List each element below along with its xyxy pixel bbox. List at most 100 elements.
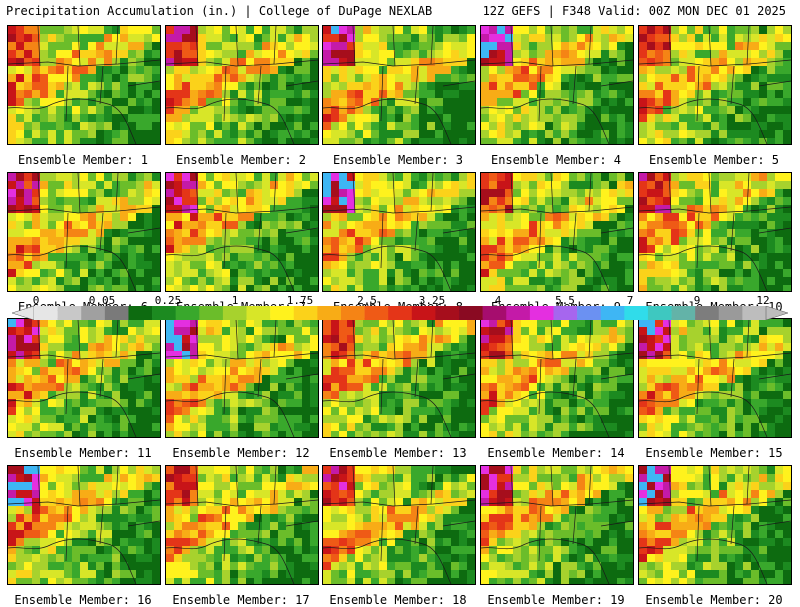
member-map-panel <box>638 172 792 292</box>
member-map-panel <box>7 25 161 145</box>
legend-tick-label: 0 <box>33 294 40 307</box>
legend-swatch <box>317 306 341 320</box>
member-label: Ensemble Member: 12 <box>161 446 321 460</box>
member-map-panel <box>480 318 634 438</box>
precip-field-map <box>481 173 633 291</box>
precip-field-map <box>8 319 160 437</box>
legend-tick-label: 9 <box>694 294 701 307</box>
precip-field-map <box>8 173 160 291</box>
member-map-panel <box>322 318 476 438</box>
precip-field-map <box>8 26 160 144</box>
precip-field-map <box>639 173 791 291</box>
legend-swatch <box>388 306 412 320</box>
legend-swatch <box>294 306 318 320</box>
member-map-panel <box>480 172 634 292</box>
member-label: Ensemble Member: 19 <box>476 593 636 607</box>
legend-swatch <box>435 306 459 320</box>
member-label: Ensemble Member: 14 <box>476 446 636 460</box>
legend-tick-label: 2.5 <box>357 294 377 307</box>
member-label: Ensemble Member: 5 <box>634 153 794 167</box>
legend-swatch <box>483 306 507 320</box>
legend-tick-label: 0.05 <box>89 294 116 307</box>
legend-swatch <box>553 306 577 320</box>
legend-tick-label: 5.5 <box>555 294 575 307</box>
legend-tick-label: 7 <box>627 294 634 307</box>
precip-field-map <box>481 26 633 144</box>
member-map-panel <box>7 465 161 585</box>
precip-field-map <box>323 466 475 584</box>
legend-swatch <box>105 306 129 320</box>
member-map-panel <box>322 172 476 292</box>
legend-tick-label: 1 <box>232 294 239 307</box>
precip-field-map <box>323 319 475 437</box>
member-label: Ensemble Member: 11 <box>3 446 163 460</box>
legend-tick-label: 3.25 <box>419 294 446 307</box>
legend-swatch <box>152 306 176 320</box>
precip-field-map <box>8 466 160 584</box>
legend-swatch <box>81 306 105 320</box>
member-label: Ensemble Member: 20 <box>634 593 794 607</box>
legend-swatch <box>577 306 601 320</box>
member-map-panel <box>165 172 319 292</box>
legend-swatch <box>648 306 672 320</box>
precip-field-map <box>481 319 633 437</box>
member-map-panel <box>638 318 792 438</box>
member-label: Ensemble Member: 2 <box>161 153 321 167</box>
precip-field-map <box>323 26 475 144</box>
member-map-panel <box>7 318 161 438</box>
member-label: Ensemble Member: 16 <box>3 593 163 607</box>
legend-swatch <box>341 306 365 320</box>
legend-swatch <box>270 306 294 320</box>
member-label: Ensemble Member: 15 <box>634 446 794 460</box>
precip-field-map <box>639 466 791 584</box>
legend-swatch <box>247 306 271 320</box>
member-map-panel <box>480 465 634 585</box>
member-map-panel <box>165 465 319 585</box>
legend-swatch <box>601 306 625 320</box>
precip-field-map <box>166 319 318 437</box>
precip-field-map <box>639 26 791 144</box>
legend-swatch <box>459 306 483 320</box>
precip-field-map <box>639 319 791 437</box>
map-title: Precipitation Accumulation (in.) | Colle… <box>6 4 432 18</box>
legend-tick-label: 0.25 <box>155 294 182 307</box>
legend-swatch <box>176 306 200 320</box>
member-label: Ensemble Member: 17 <box>161 593 321 607</box>
legend-max-arrow <box>766 306 788 320</box>
member-label: Ensemble Member: 1 <box>3 153 163 167</box>
legend-swatch <box>530 306 554 320</box>
member-label: Ensemble Member: 4 <box>476 153 636 167</box>
legend-tick-label: 12 <box>756 294 769 307</box>
legend-swatch <box>719 306 743 320</box>
legend-tick-label: 1.75 <box>287 294 314 307</box>
member-map-panel <box>165 25 319 145</box>
legend-swatch <box>34 306 58 320</box>
legend-swatch <box>695 306 719 320</box>
legend-swatch <box>412 306 436 320</box>
legend-swatch <box>672 306 696 320</box>
legend-swatch <box>506 306 530 320</box>
precip-field-map <box>323 173 475 291</box>
model-valid-time: 12Z GEFS | F348 Valid: 00Z MON DEC 01 20… <box>483 4 786 18</box>
member-map-panel <box>322 465 476 585</box>
precip-field-map <box>481 466 633 584</box>
legend-swatch <box>742 306 766 320</box>
member-map-panel <box>7 172 161 292</box>
member-label: Ensemble Member: 18 <box>318 593 478 607</box>
legend-min-arrow <box>12 306 34 320</box>
member-map-panel <box>638 465 792 585</box>
member-label: Ensemble Member: 13 <box>318 446 478 460</box>
legend-tick-label: 4 <box>495 294 502 307</box>
precip-color-legend <box>12 306 788 320</box>
member-map-panel <box>165 318 319 438</box>
legend-swatch <box>365 306 389 320</box>
legend-swatch <box>223 306 247 320</box>
member-map-panel <box>480 25 634 145</box>
legend-swatch <box>58 306 82 320</box>
member-map-panel <box>638 25 792 145</box>
member-map-panel <box>322 25 476 145</box>
precip-field-map <box>166 466 318 584</box>
member-label: Ensemble Member: 3 <box>318 153 478 167</box>
legend-swatch <box>624 306 648 320</box>
legend-swatch <box>128 306 152 320</box>
